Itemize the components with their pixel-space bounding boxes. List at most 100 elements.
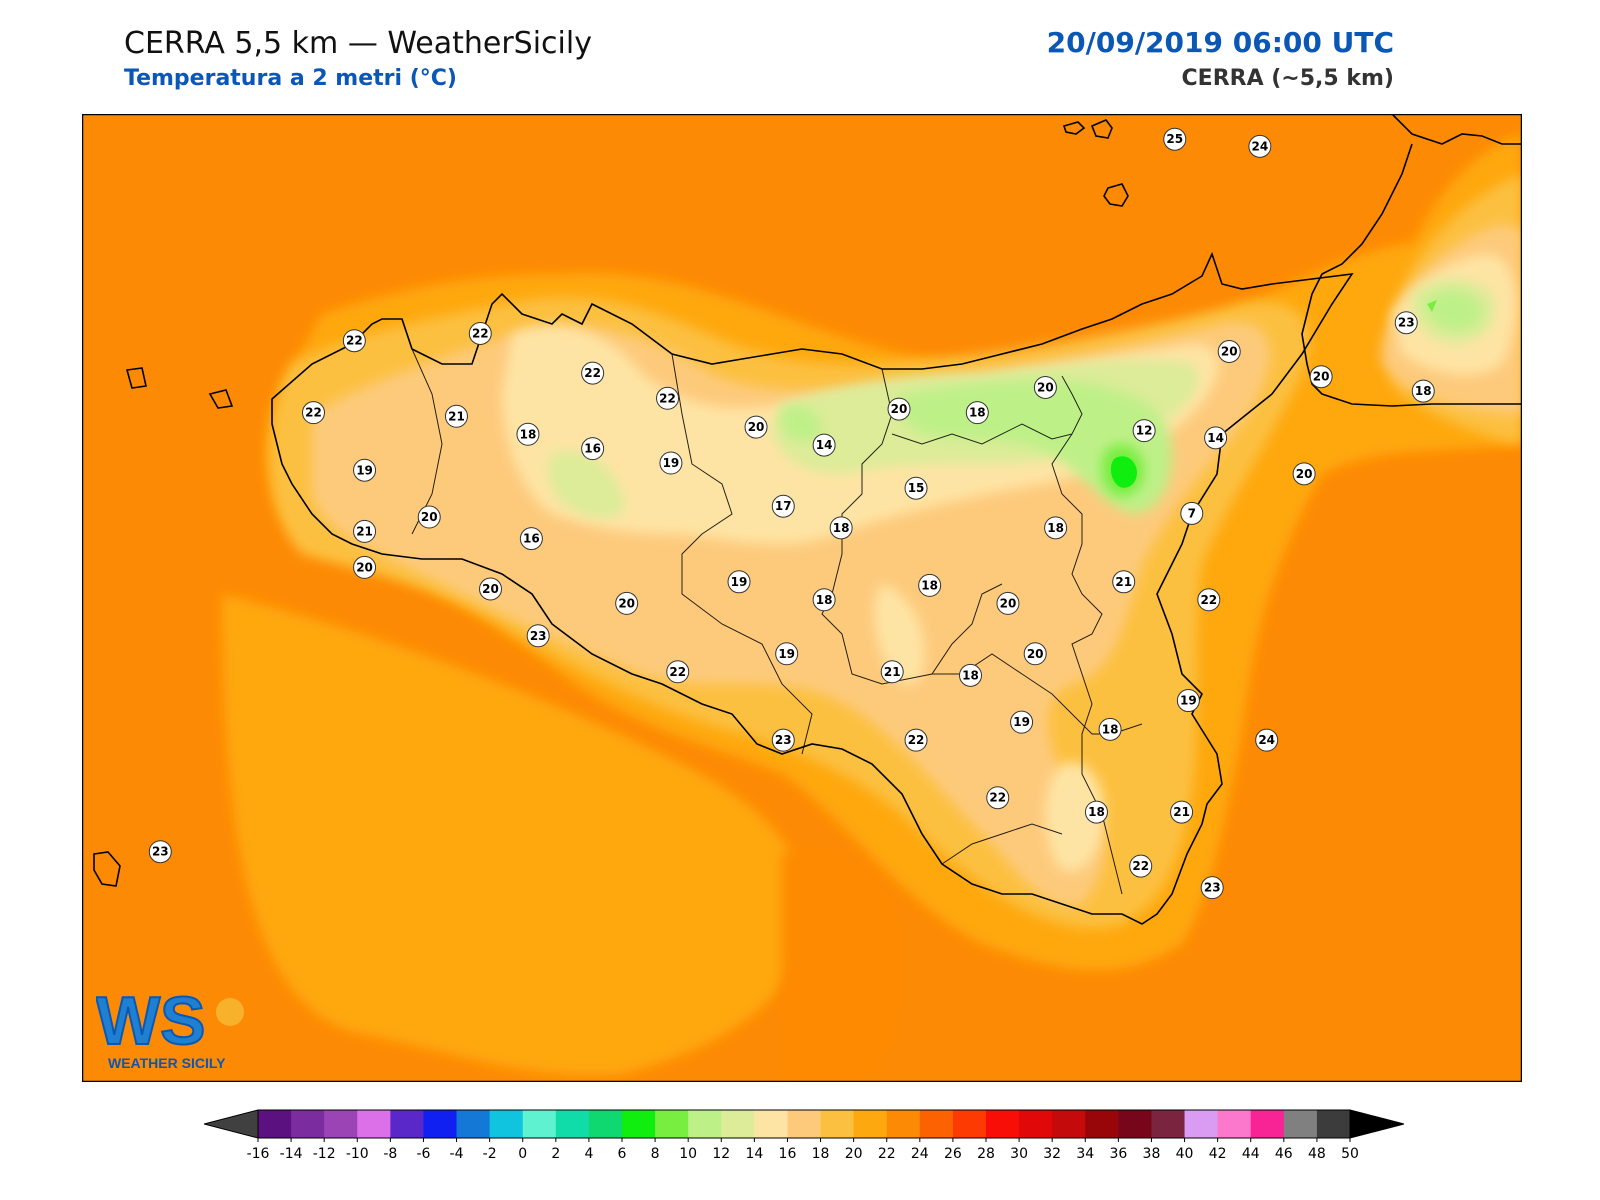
station-value: 23 [1204, 881, 1221, 895]
station-circle [1132, 419, 1156, 443]
colorbar-cell [588, 1110, 623, 1138]
station-circle [996, 591, 1020, 615]
station-marker: 15 [904, 476, 928, 500]
station-value: 23 [152, 845, 169, 859]
field-band-south-coastal [222, 594, 807, 1076]
colorbar-cell [324, 1110, 358, 1138]
colorbar-cell [886, 1110, 921, 1138]
station-circle [353, 555, 377, 579]
colorbar-cell [622, 1110, 656, 1138]
station-marker: 24 [1255, 728, 1279, 752]
colorbar-tick-label: 20 [845, 1146, 863, 1162]
station-circle [666, 660, 690, 684]
calabria-coast [1301, 114, 1522, 407]
station-value: 23 [1398, 316, 1415, 330]
station-marker: 12 [1132, 419, 1156, 443]
valid-time: 20/09/2019 06:00 UTC [1046, 26, 1394, 59]
station-marker: 18 [959, 663, 983, 687]
station-marker: 18 [965, 401, 989, 425]
station-marker: 20 [1309, 365, 1333, 389]
station-marker: 19 [353, 458, 377, 482]
station-circle [615, 591, 639, 615]
station-value: 18 [1047, 521, 1064, 535]
station-marker: 20 [1292, 462, 1316, 486]
aeolian-island-3 [1103, 183, 1129, 207]
station-value: 22 [669, 665, 686, 679]
temperature-map: 25 24 22 22 22 22 22 21 18 16 19 20 14 20 18 20 20 20 23 18… [82, 114, 1522, 1082]
colorbar-tick-label: -16 [247, 1146, 270, 1162]
station-value: 21 [448, 409, 465, 423]
station-value: 22 [472, 327, 489, 341]
station-marker: 22 [1197, 588, 1221, 612]
station-circle [581, 361, 605, 385]
station-marker: 22 [301, 401, 325, 425]
station-value: 22 [989, 791, 1006, 805]
station-circle [1010, 710, 1034, 734]
station-value: 25 [1166, 132, 1183, 146]
station-circle [965, 401, 989, 425]
station-value: 14 [816, 438, 833, 452]
colorbar-tick-label: -2 [483, 1146, 497, 1162]
station-circle [516, 422, 540, 446]
colorbar-cell [1316, 1110, 1351, 1138]
colorbar-tick-label: 38 [1143, 1146, 1161, 1162]
station-marker: 18 [829, 516, 853, 540]
colorbar-tick-label: -14 [280, 1146, 303, 1162]
station-marker: 20 [417, 505, 441, 529]
station-value: 20 [1037, 380, 1054, 394]
station-marker: 22 [666, 660, 690, 684]
colorbar-tick-label: 26 [944, 1146, 962, 1162]
station-marker: 18 [812, 588, 836, 612]
station-marker: 21 [444, 404, 468, 428]
station-value: 21 [356, 524, 373, 538]
colorbar-cell [390, 1110, 424, 1138]
weathersicily-logo: WS WEATHER SICILY [96, 982, 244, 1071]
logo-initials: WS [96, 983, 206, 1059]
station-marker: 21 [880, 660, 904, 684]
colorbar-cell [721, 1110, 755, 1138]
station-marker: 20 [1033, 375, 1057, 399]
station-circle [986, 786, 1010, 810]
colorbar-cell [555, 1110, 590, 1138]
colorbar-cell [754, 1110, 788, 1138]
station-marker: 18 [918, 573, 942, 597]
colorbar-cell [456, 1110, 491, 1138]
colorbar-cell [357, 1110, 391, 1138]
colorbar-cell [489, 1110, 524, 1138]
station-marker: 20 [479, 577, 503, 601]
logo-sun-icon [216, 998, 244, 1026]
station-circle [744, 415, 768, 439]
station-marker: 17 [771, 494, 795, 518]
colorbar-cell [655, 1110, 689, 1138]
station-marker: 18 [1084, 800, 1108, 824]
colorbar-tick-label: 42 [1209, 1146, 1227, 1162]
station-value: 20 [1313, 370, 1330, 384]
colorbar-cell [853, 1110, 888, 1138]
station-value: 21 [1173, 805, 1190, 819]
station-marker: 23 [526, 624, 550, 648]
station-marker: 21 [353, 519, 377, 543]
station-value: 22 [1200, 593, 1217, 607]
colorbar-tick-label: 16 [779, 1146, 797, 1162]
station-circle [1204, 426, 1228, 450]
station-value: 19 [356, 463, 373, 477]
station-value: 21 [884, 665, 901, 679]
field-band-ne-tip-5 [1425, 290, 1483, 331]
station-circle [904, 728, 928, 752]
station-value: 22 [584, 366, 601, 380]
colorbar-cell [1052, 1110, 1086, 1138]
station-circle [771, 494, 795, 518]
map-title: CERRA 5,5 km — WeatherSicily [124, 26, 592, 61]
colorbar-outline [257, 1109, 1351, 1139]
station-circle [468, 322, 492, 346]
station-value: 19 [1013, 715, 1030, 729]
station-value: 20 [748, 420, 765, 434]
colorbar-cell [820, 1110, 855, 1138]
station-value: 24 [1252, 139, 1269, 153]
station-value: 22 [305, 406, 322, 420]
station-value: 18 [816, 593, 833, 607]
colorbar-cell [1217, 1110, 1252, 1138]
station-value: 18 [833, 521, 850, 535]
station-marker: 16 [581, 437, 605, 461]
station-marker: 23 [1200, 876, 1224, 900]
